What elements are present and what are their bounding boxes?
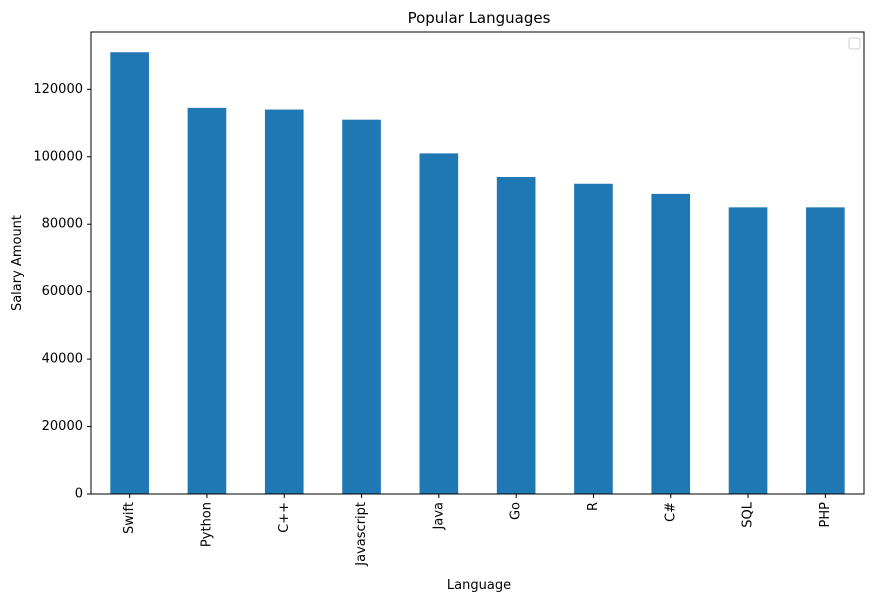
bar-swift-0 [110, 52, 149, 494]
bar-sql-8 [728, 207, 768, 494]
x-tick-label: Python [199, 502, 214, 547]
x-tick-label: Java [431, 502, 446, 530]
bars-group [110, 52, 845, 495]
x-axis-label: Language [447, 578, 511, 593]
y-tick-label: 100000 [33, 149, 83, 164]
x-tick-label: R [586, 502, 601, 511]
y-tick-label: 120000 [33, 82, 83, 97]
x-tick-label: Go [509, 502, 524, 520]
y-axis-label: Salary Amount [10, 215, 25, 311]
x-tick-label: SQL [741, 501, 756, 527]
x-axis-ticks: Swift Python C++ Javascript Java Go R C# SQL PHP [122, 494, 833, 567]
bar-javascript-3 [342, 119, 381, 494]
y-tick-label: 20000 [42, 419, 83, 434]
y-tick-label: 80000 [42, 217, 83, 232]
bar-r-6 [574, 183, 613, 494]
bar-c-2 [264, 109, 304, 494]
y-tick-label: 40000 [42, 352, 83, 367]
y-axis-ticks: 0 20000 40000 60000 80000 100000 120000 [33, 82, 91, 502]
y-tick-label: 60000 [42, 284, 83, 299]
bar-c-7 [651, 193, 691, 495]
x-tick-label: PHP [818, 502, 833, 528]
bar-php-9 [806, 207, 845, 494]
legend-box [848, 37, 861, 50]
y-tick-label: 0 [75, 487, 83, 502]
bar-go-5 [496, 177, 536, 494]
x-tick-label: C# [663, 502, 678, 522]
x-tick-label: Swift [122, 502, 137, 534]
bar-java-4 [419, 153, 459, 494]
x-tick-label: Javascript [354, 502, 369, 567]
x-tick-label: C++ [277, 502, 292, 533]
chart-title: Popular Languages [408, 9, 551, 27]
plot-frame [90, 31, 865, 495]
bar-python-1 [187, 107, 227, 494]
